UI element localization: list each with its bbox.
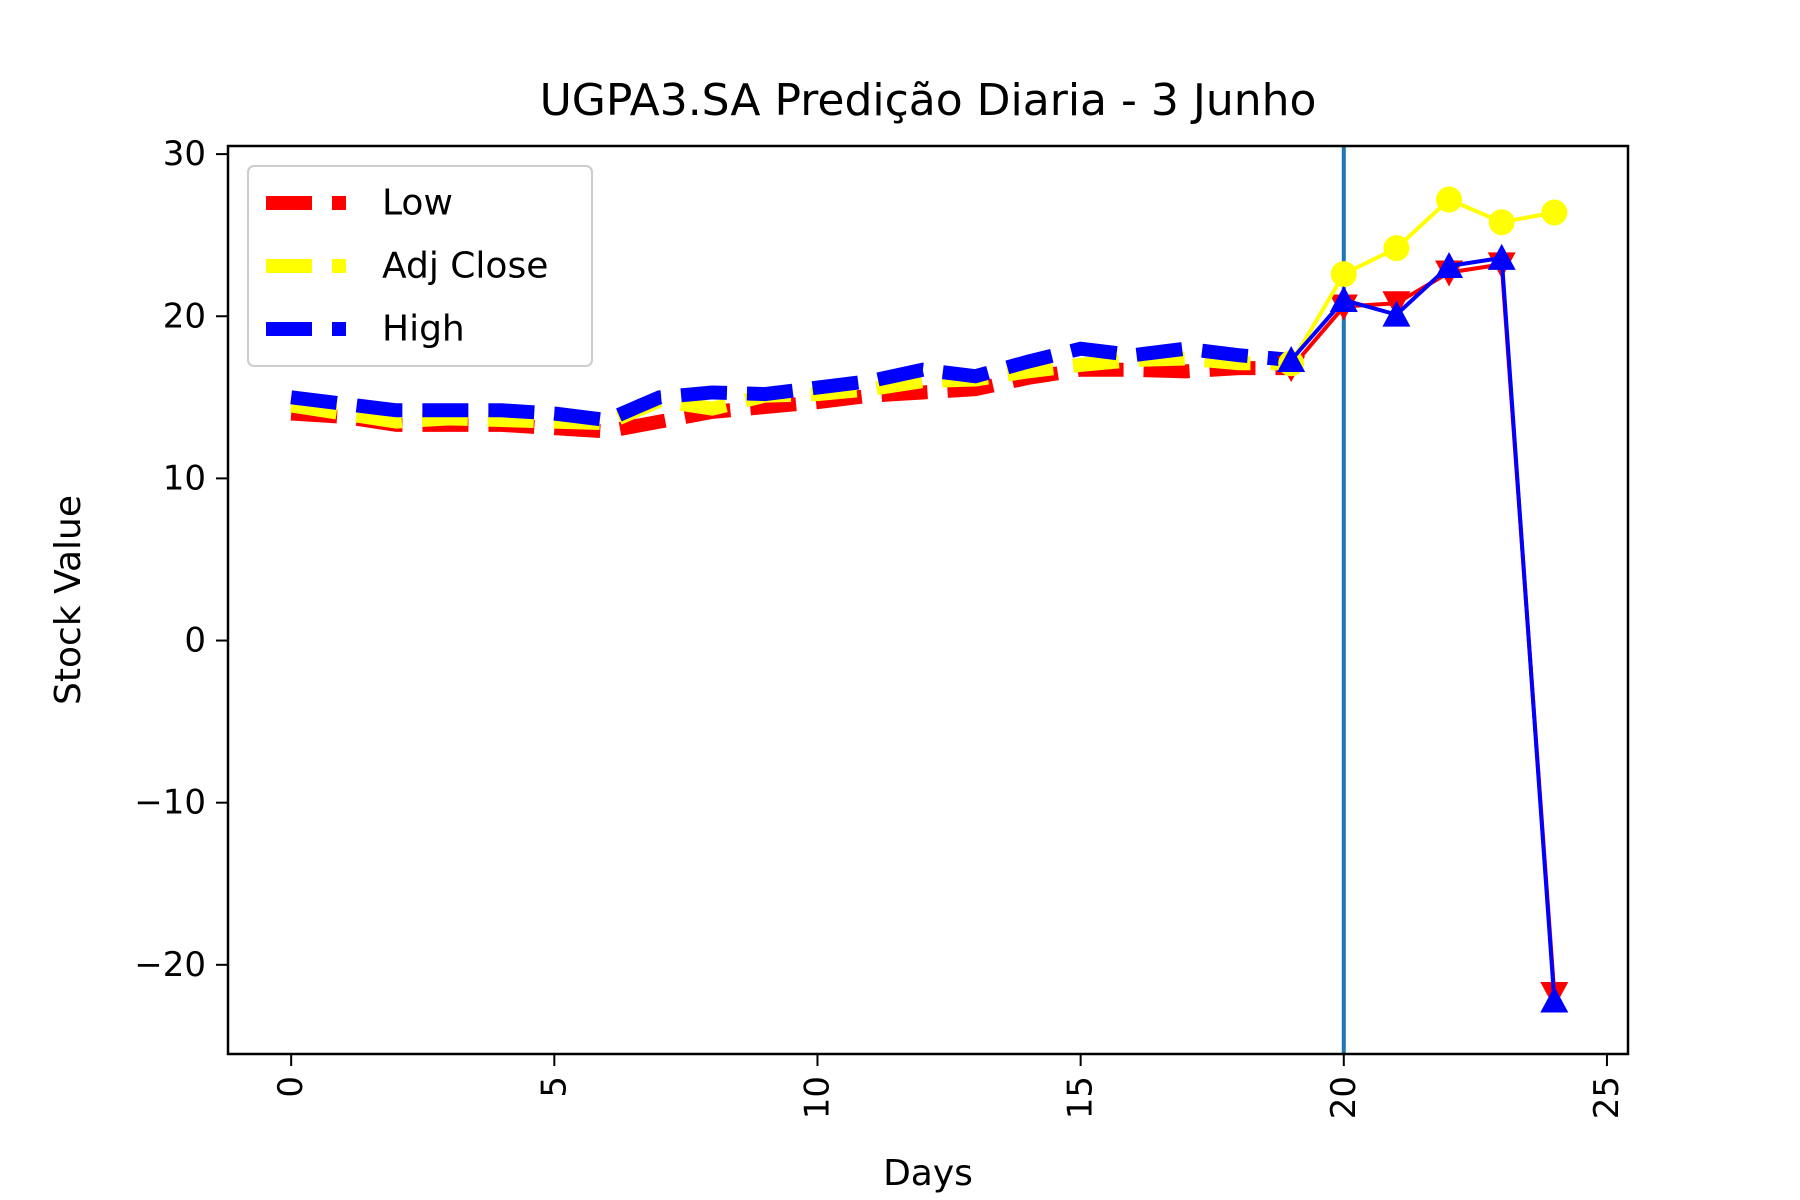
plot-frame (226, 144, 1630, 1056)
legend: Low Adj Close High (247, 165, 593, 367)
data-point (1541, 199, 1568, 226)
x-tick-label: 5 (534, 1076, 574, 1098)
data-point (1330, 261, 1357, 288)
series-line-history (290, 341, 1292, 428)
data-point (1382, 300, 1411, 327)
chart-title: UGPA3.SA Predição Diaria - 3 Junho (540, 75, 1317, 126)
x-tick-label: 20 (1324, 1076, 1364, 1119)
x-tick-label: 15 (1061, 1076, 1101, 1119)
series-line-history (290, 351, 1292, 431)
data-point (1488, 209, 1515, 236)
plot-layer (290, 146, 1569, 1054)
y-tick-label: 30 (163, 134, 206, 174)
y-tick-label: 20 (163, 296, 206, 336)
legend-box (247, 165, 593, 367)
data-point (1329, 286, 1358, 313)
y-tick-label: −20 (134, 945, 206, 985)
y-tick-label: −10 (134, 783, 206, 823)
data-point (1487, 243, 1516, 270)
y-tick-label: 0 (184, 621, 206, 661)
data-point (1436, 186, 1463, 213)
x-tick-label: 10 (797, 1076, 837, 1119)
y-axis: −20 −10 0 10 20 30 (134, 134, 228, 985)
legend-label: Low (382, 183, 453, 224)
data-point (1277, 346, 1306, 373)
legend-label: Adj Close (382, 246, 548, 287)
data-point (1435, 251, 1464, 278)
x-tick-label: 25 (1587, 1076, 1627, 1119)
x-axis: 0 5 10 15 20 25 (271, 1054, 1627, 1119)
x-tick-label: 0 (271, 1076, 311, 1098)
data-point (1540, 986, 1569, 1013)
data-point (1383, 235, 1410, 262)
legend-label: High (382, 309, 465, 350)
y-axis-title: Stock Value (48, 495, 89, 705)
y-tick-label: 10 (163, 458, 206, 498)
x-axis-title: Days (883, 1153, 973, 1194)
